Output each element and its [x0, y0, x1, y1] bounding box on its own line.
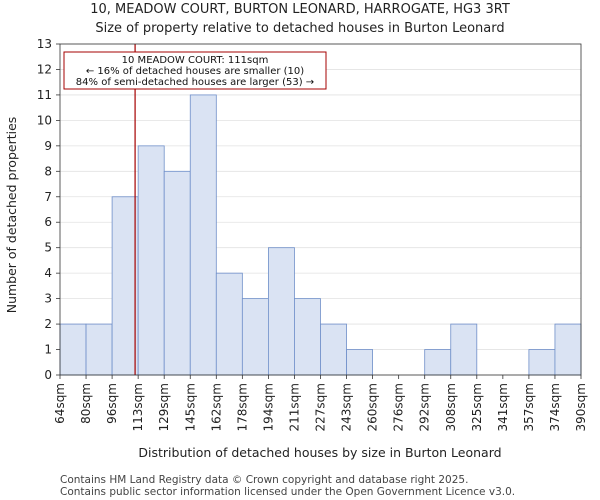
bar	[267, 247, 295, 376]
y-tick-label: 7	[44, 190, 52, 204]
x-tick-label: 96sqm	[105, 383, 119, 424]
annotation-line-3: 84% of semi-detached houses are larger (…	[76, 77, 314, 88]
x-tick-label: 260sqm	[366, 383, 380, 431]
x-tick-label: 211sqm	[287, 383, 301, 431]
bar	[294, 298, 321, 376]
bar	[241, 298, 269, 376]
bar	[137, 145, 165, 376]
x-tick-label: 113sqm	[131, 383, 145, 431]
y-tick-label: 11	[37, 88, 52, 102]
bar	[528, 349, 556, 376]
x-tick-label: 308sqm	[444, 383, 458, 431]
x-tick-label: 374sqm	[548, 383, 562, 431]
x-axis-label: Distribution of detached houses by size …	[138, 445, 501, 460]
x-tick-label: 64sqm	[53, 383, 67, 424]
annotation-line-1: 10 MEADOW COURT: 111sqm	[122, 55, 269, 66]
annotation-box	[63, 51, 327, 90]
x-tick-label: 390sqm	[574, 383, 588, 431]
bar	[424, 349, 452, 376]
marker-group: 10 MEADOW COURT: 111sqm← 16% of detached…	[63, 44, 327, 375]
bar	[320, 323, 347, 376]
y-tick-label: 0	[44, 368, 52, 382]
x-ticks: 64sqm 80sqm 96sqm 113sqm 129sqm 145sqm 162sqm 1…	[53, 375, 588, 431]
y-tick-label: 5	[44, 241, 52, 255]
y-tick-label: 10	[37, 113, 52, 127]
plot-frame	[59, 43, 582, 376]
annotation-line-2: ← 16% of detached houses are smaller (10…	[86, 66, 304, 77]
x-tick-label: 292sqm	[418, 383, 432, 431]
x-tick-label: 357sqm	[522, 383, 536, 431]
y-tick-label: 13	[37, 37, 52, 51]
y-tick-label: 4	[44, 266, 52, 280]
y-axis-label: Number of detached properties	[4, 117, 19, 314]
bars	[59, 94, 582, 376]
bar	[163, 170, 191, 376]
bar	[189, 94, 217, 376]
y-tick-label: 9	[44, 139, 52, 153]
y-tick-label: 1	[44, 343, 52, 357]
bar	[111, 196, 139, 376]
bar	[554, 323, 582, 376]
y-tick-label: 8	[44, 164, 52, 178]
x-tick-label: 194sqm	[261, 383, 275, 431]
x-tick-label: 80sqm	[79, 383, 93, 424]
y-tick-label: 6	[44, 215, 52, 229]
x-tick-label: 243sqm	[340, 383, 354, 431]
x-tick-label: 276sqm	[392, 383, 406, 431]
x-tick-label: 341sqm	[496, 383, 510, 431]
bar	[346, 349, 373, 376]
y-tick-label: 3	[44, 292, 52, 306]
footer-line-2: Contains public sector information licen…	[60, 486, 515, 498]
x-tick-label: 162sqm	[209, 383, 223, 431]
footer-line-1: Contains HM Land Registry data © Crown c…	[60, 474, 468, 486]
x-tick-label: 129sqm	[157, 383, 171, 431]
chart-title: 10, MEADOW COURT, BURTON LEONARD, HARROG…	[90, 2, 510, 17]
bar	[85, 323, 113, 376]
bar	[215, 272, 243, 376]
y-tick-label: 2	[44, 317, 52, 331]
chart-subtitle: Size of property relative to detached ho…	[95, 21, 504, 36]
bar	[59, 323, 87, 376]
bar	[450, 323, 478, 376]
x-tick-label: 227sqm	[314, 383, 328, 431]
x-tick-label: 178sqm	[235, 383, 249, 431]
y-tick-label: 12	[37, 62, 52, 76]
x-tick-label: 325sqm	[470, 383, 484, 431]
x-tick-label: 145sqm	[183, 383, 197, 431]
